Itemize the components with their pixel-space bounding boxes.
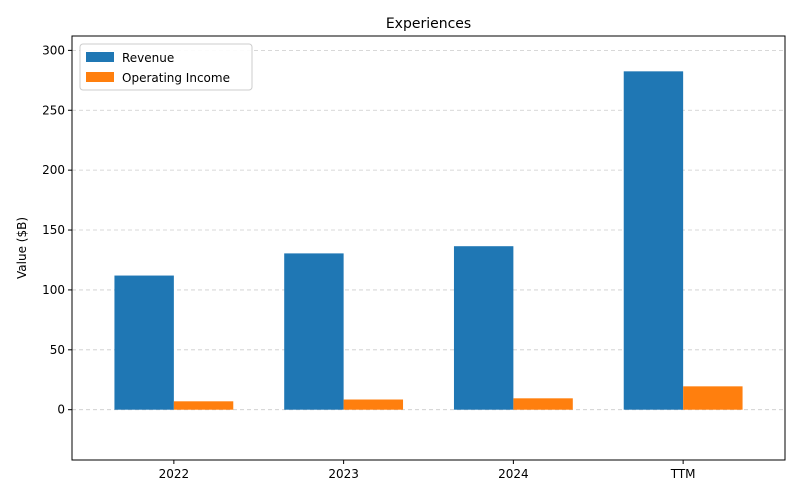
x-axis-ticks: 2022 2023 2024 TTM (159, 460, 696, 481)
plot-frame (71, 35, 786, 461)
legend-box (79, 43, 253, 91)
y-tick-label: 300 (42, 43, 65, 57)
legend: Revenue Operating Income (79, 43, 253, 91)
bar-operating-income (513, 398, 573, 410)
bar-revenue (284, 253, 344, 410)
y-tick-label: 250 (42, 103, 65, 117)
bar-operating-income (173, 401, 234, 410)
y-tick-label: 0 (57, 403, 65, 417)
legend-label: Operating Income (122, 71, 230, 85)
bar-operating-income (683, 386, 743, 410)
legend-swatch (86, 52, 114, 62)
legend-swatch (86, 72, 114, 82)
bar-revenue (114, 275, 174, 410)
bar-revenue (453, 246, 514, 410)
y-tick-label: 150 (42, 223, 65, 237)
y-tick-label: 100 (42, 283, 65, 297)
x-tick-label: 2022 (159, 467, 190, 481)
y-axis-ticks: 0 50 100 150 200 250 300 (42, 43, 72, 417)
y-tick-label: 50 (50, 343, 65, 357)
bar-operating-income (343, 399, 404, 410)
x-tick-label: 2023 (328, 467, 359, 481)
y-axis-title: Value ($B) (15, 217, 29, 279)
bar-revenue (623, 71, 684, 410)
x-tick-label: 2024 (498, 467, 529, 481)
bars (114, 71, 743, 410)
chart-title: Experiences (386, 16, 471, 32)
legend-label: Revenue (122, 51, 174, 65)
x-tick-label: TTM (670, 467, 696, 481)
y-tick-label: 200 (42, 163, 65, 177)
